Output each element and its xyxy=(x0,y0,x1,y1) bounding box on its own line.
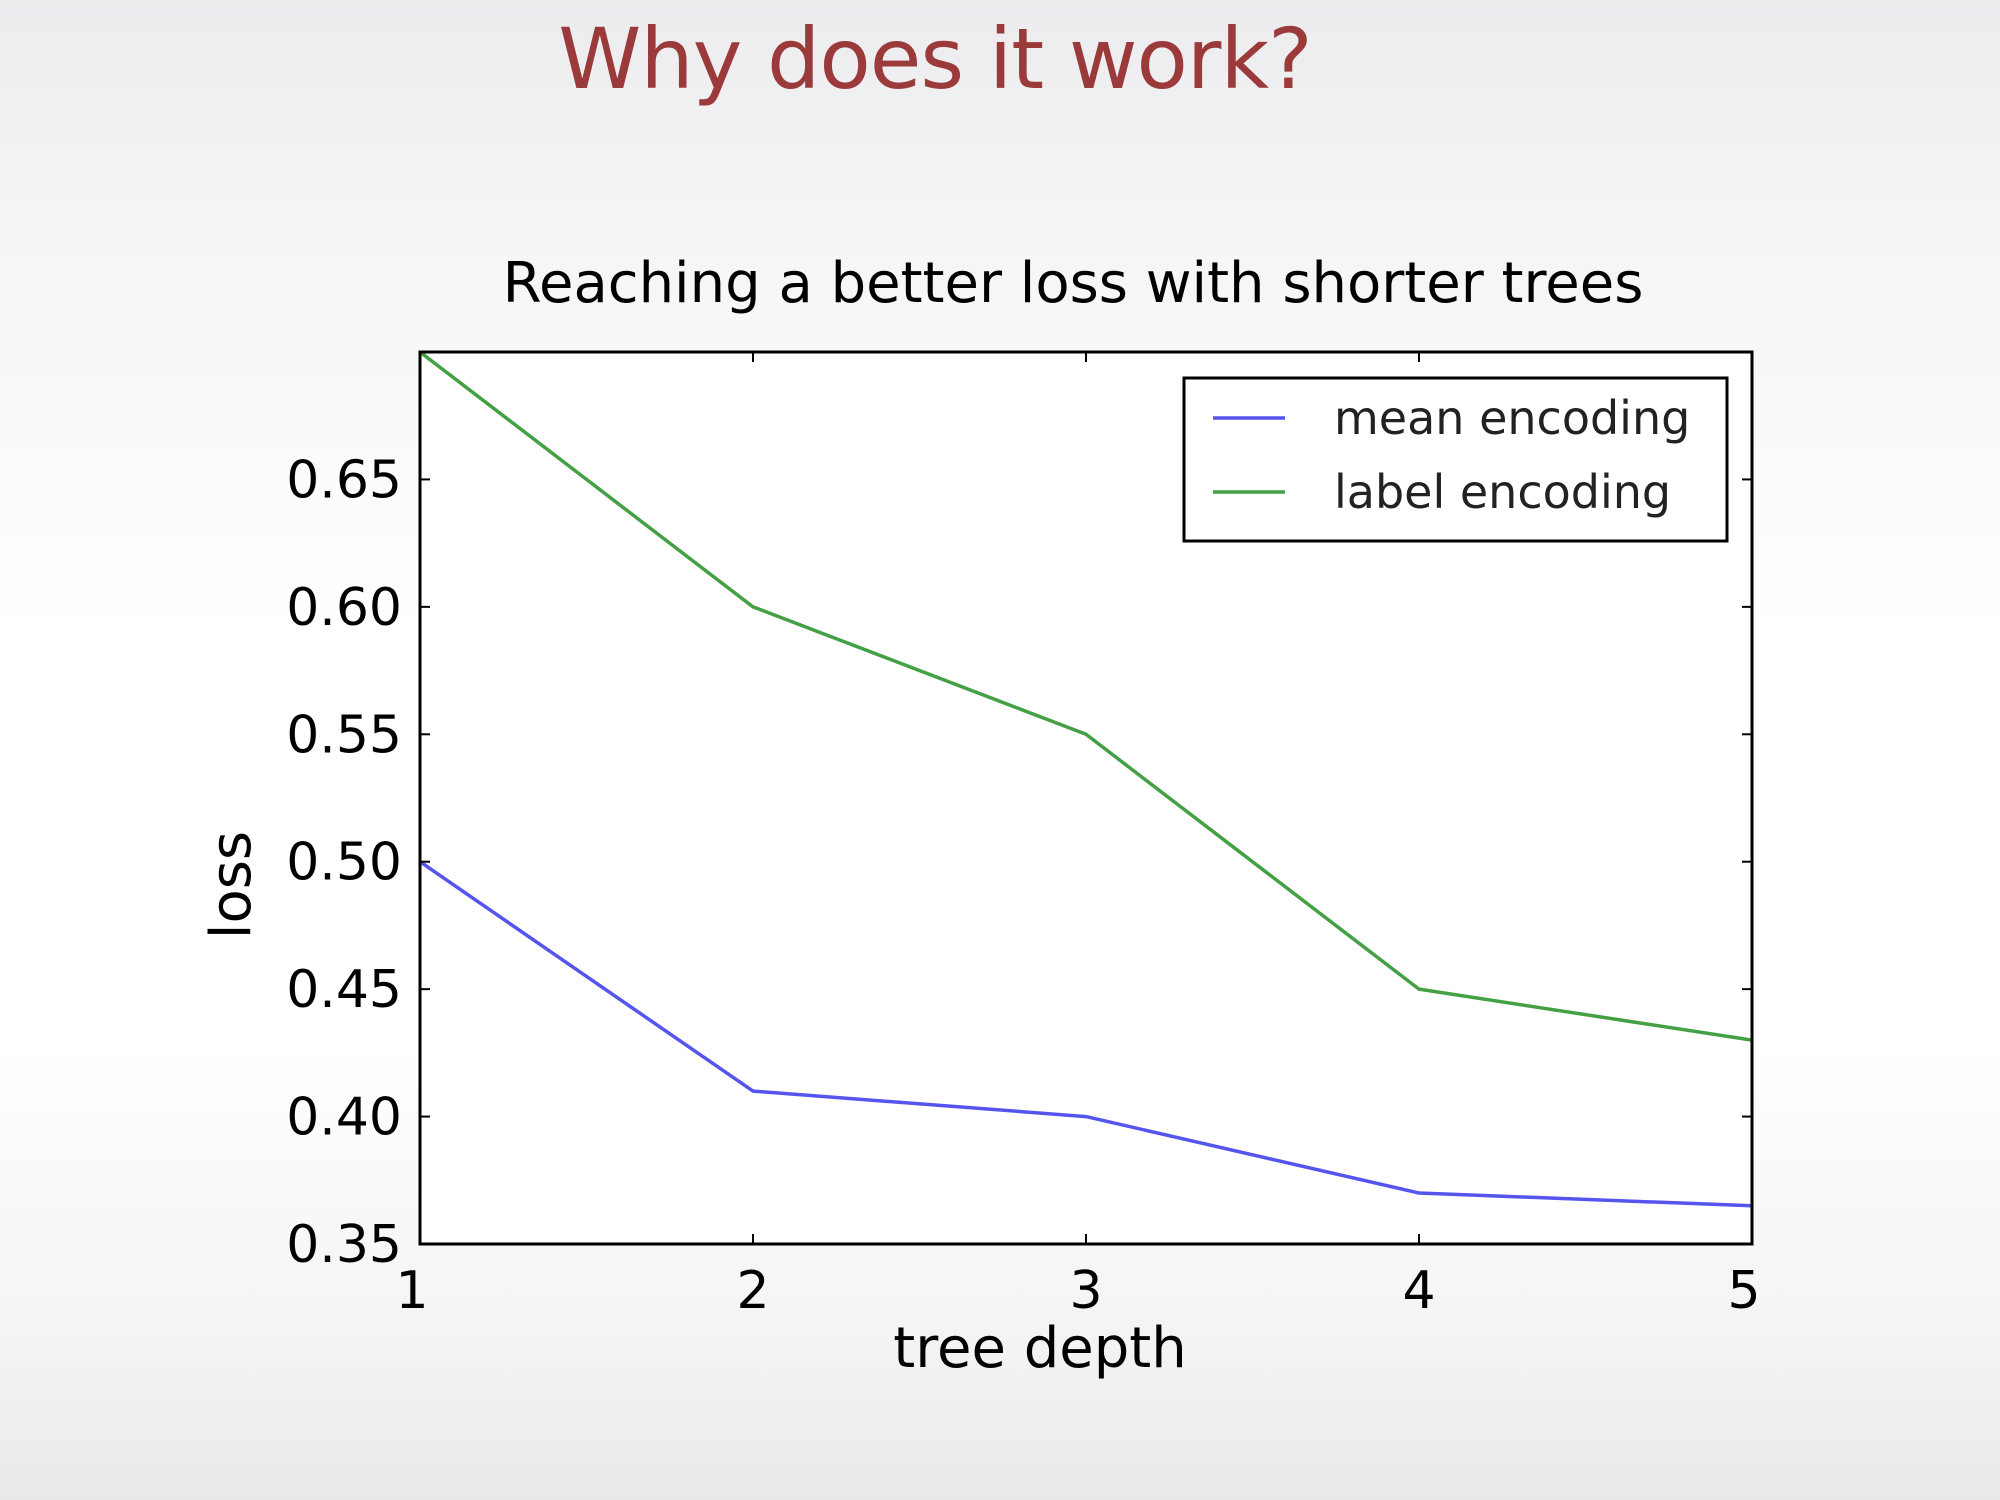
x-tick-label: 4 xyxy=(1402,1261,1435,1321)
legend-label-0: mean encoding xyxy=(1334,391,1690,445)
series-line-0 xyxy=(419,860,1753,1208)
x-tick-label: 1 xyxy=(395,1261,428,1321)
y-tick-label: 0.55 xyxy=(286,705,402,765)
slide-title: Why does it work? xyxy=(558,10,1312,108)
x-axis-label: tree depth xyxy=(893,1316,1186,1381)
y-tick-label: 0.35 xyxy=(286,1215,402,1275)
x-tick-label: 2 xyxy=(736,1261,769,1321)
series-layer xyxy=(418,350,1753,1208)
y-tick-label: 0.45 xyxy=(286,960,402,1020)
y-tick-label: 0.40 xyxy=(286,1088,402,1148)
chart-title: Reaching a better loss with shorter tree… xyxy=(503,251,1644,316)
legend-label-1: label encoding xyxy=(1334,465,1671,519)
ticks-layer: 0.35 0.40 0.45 0.50 0.55 0.60 0.65 1 2 3 4 5 xyxy=(286,352,1761,1321)
plot-frame xyxy=(418,350,1754,1246)
y-tick-label: 0.60 xyxy=(286,578,402,638)
y-tick-label: 0.65 xyxy=(286,450,402,510)
legend: mean encoding label encoding xyxy=(1182,376,1729,543)
x-tick-label: 3 xyxy=(1069,1261,1102,1321)
y-axis-label: loss xyxy=(199,831,264,939)
x-tick-label: 5 xyxy=(1727,1261,1760,1321)
legend-box xyxy=(1182,376,1729,543)
y-tick-label: 0.50 xyxy=(286,833,402,893)
series-line-1 xyxy=(418,350,1753,1042)
